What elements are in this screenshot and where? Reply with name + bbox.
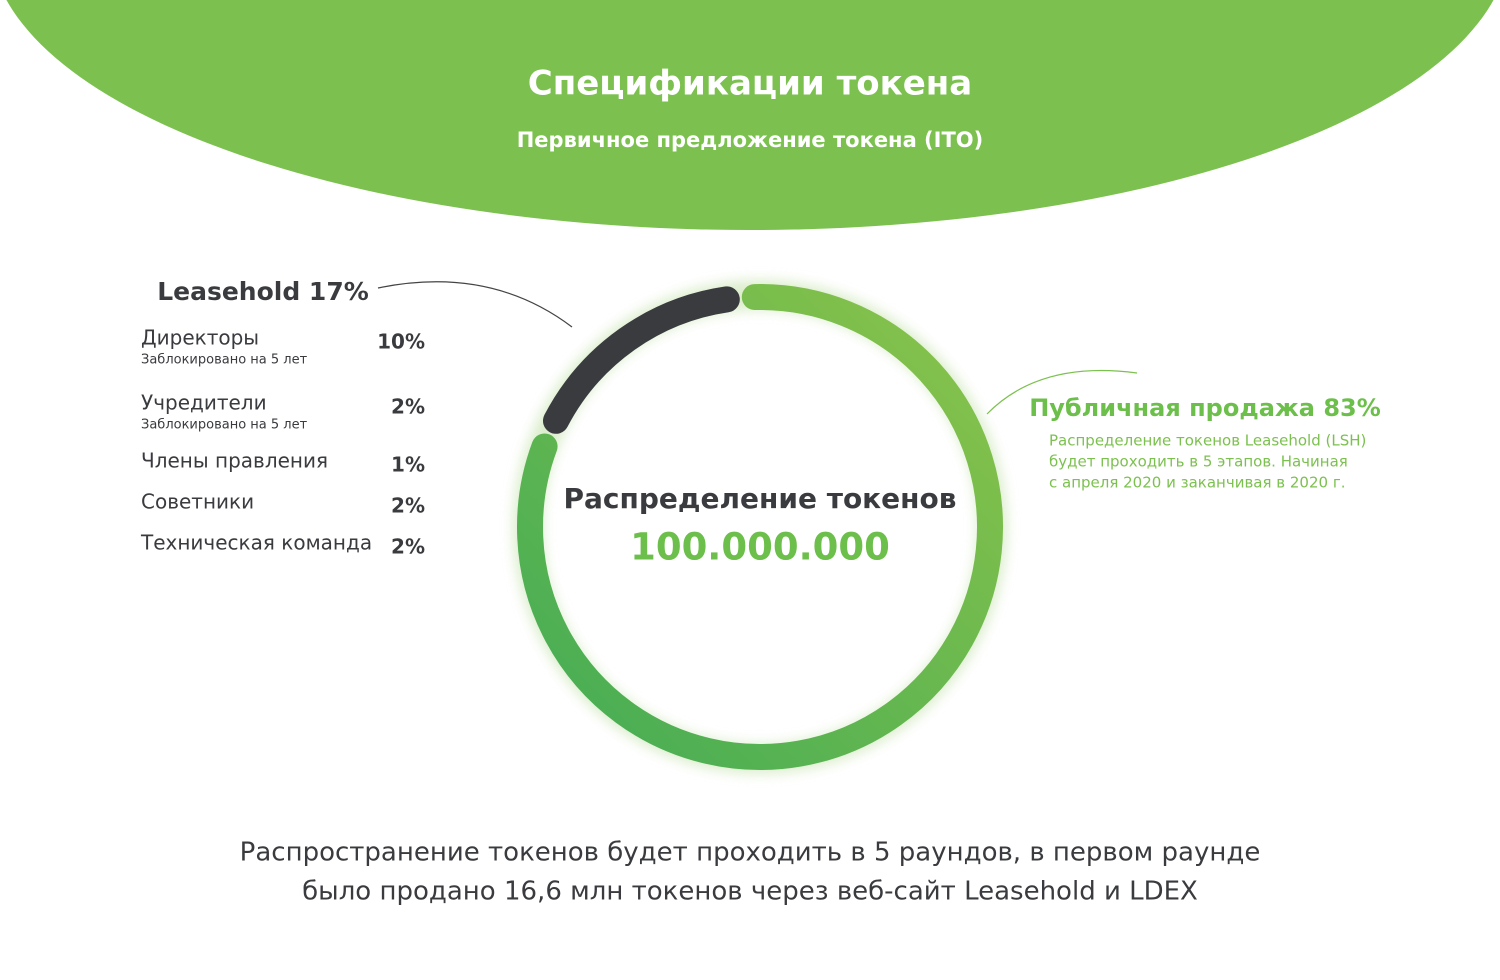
row-share: 2% bbox=[391, 535, 425, 559]
row-share: 10% bbox=[377, 330, 425, 354]
header-band bbox=[6, 0, 1494, 230]
connector bbox=[377, 281, 573, 328]
segment-label: Публичная продажа 83% bbox=[1029, 394, 1381, 422]
note-line: с апреля 2020 и заканчивая в 2020 г. bbox=[1049, 474, 1345, 492]
note-line: Распределение токенов Leasehold (LSH) bbox=[1049, 432, 1366, 450]
subtitle: Первичное предложение токена (ITO) bbox=[517, 128, 984, 152]
public-note: Распределение токенов Leasehold (LSH) буд… bbox=[1049, 432, 1366, 492]
row-name: Учредители bbox=[141, 391, 267, 415]
row-name: Члены правления bbox=[141, 449, 328, 473]
note-line: будет проходить в 5 этапов. Начиная bbox=[1049, 453, 1348, 471]
row-share: 2% bbox=[391, 395, 425, 419]
footer-line: Распространение токенов будет проходить … bbox=[240, 838, 1261, 868]
donut-segment bbox=[542, 286, 740, 434]
row-note: Заблокировано на 5 лет bbox=[141, 418, 308, 433]
center-title: Распределение токенов bbox=[564, 482, 957, 515]
row-name: Директоры bbox=[141, 326, 259, 350]
center-value: 100.000.000 bbox=[630, 526, 890, 569]
footer-line: было продано 16,6 млн токенов через веб-… bbox=[302, 877, 1198, 907]
footer: Распространение токенов будет проходить … bbox=[240, 838, 1261, 907]
donut-segment bbox=[517, 284, 1003, 770]
row-share: 1% bbox=[391, 453, 425, 477]
title: Спецификации токена bbox=[528, 64, 972, 104]
row-share: 2% bbox=[391, 494, 425, 518]
row-note: Заблокировано на 5 лет bbox=[141, 353, 308, 368]
row-name: Техническая команда bbox=[140, 531, 372, 555]
donut bbox=[517, 284, 1003, 770]
row-name: Советники bbox=[141, 490, 254, 514]
segment-label: Leasehold 17% bbox=[157, 277, 369, 306]
connector bbox=[986, 369, 1138, 415]
breakdown-list: Директоры Заблокировано на 5 лет 10% Учреди… bbox=[140, 326, 425, 559]
